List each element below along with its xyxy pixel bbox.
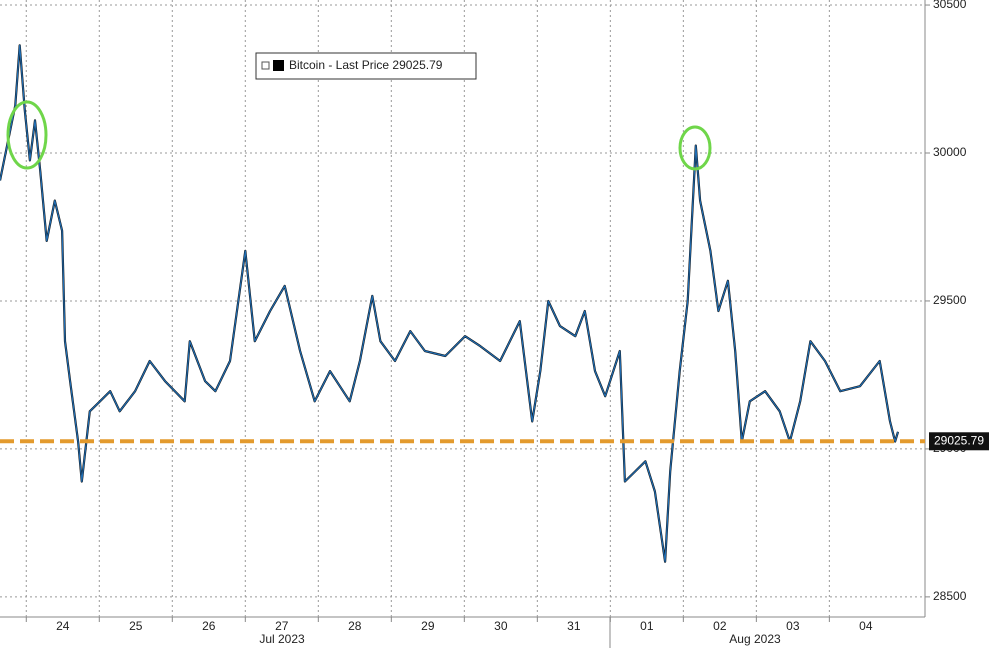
x-tick-label: 24 — [56, 619, 70, 633]
legend-toggle[interactable] — [261, 61, 270, 70]
legend-value: 29025.79 — [392, 58, 442, 72]
legend-series: Bitcoin - Last Price — [289, 58, 389, 72]
y-tick-label: 30500 — [933, 0, 967, 11]
y-tick-label: 30000 — [933, 145, 967, 159]
y-tick-label: 28500 — [933, 589, 967, 603]
highlight-circle — [6, 100, 48, 170]
last-price-label: 29025.79 — [934, 433, 984, 447]
x-tick-label: 03 — [786, 619, 800, 633]
x-tick-label: 27 — [275, 619, 289, 633]
month-label: Aug 2023 — [729, 632, 781, 646]
price-line-highlight — [0, 44, 899, 563]
x-tick-label: 29 — [421, 619, 435, 633]
x-tick-label: 02 — [713, 619, 727, 633]
y-tick-label: 29500 — [933, 293, 967, 307]
x-tick-label: 28 — [348, 619, 362, 633]
x-tick-label: 01 — [640, 619, 654, 633]
month-label: Jul 2023 — [259, 632, 305, 646]
legend-label: Bitcoin - Last Price 29025.79 — [289, 58, 443, 72]
last-price-box — [929, 432, 989, 451]
legend: Bitcoin - Last Price 29025.79 — [255, 52, 477, 80]
legend-swatch — [273, 60, 284, 71]
highlight-circle — [678, 125, 712, 171]
x-tick-label: 04 — [859, 619, 873, 633]
legend-box — [255, 52, 477, 80]
x-tick-label: 30 — [494, 619, 508, 633]
x-tick-label: 26 — [202, 619, 216, 633]
x-tick-label: 31 — [567, 619, 581, 633]
x-tick-label: 25 — [129, 619, 143, 633]
